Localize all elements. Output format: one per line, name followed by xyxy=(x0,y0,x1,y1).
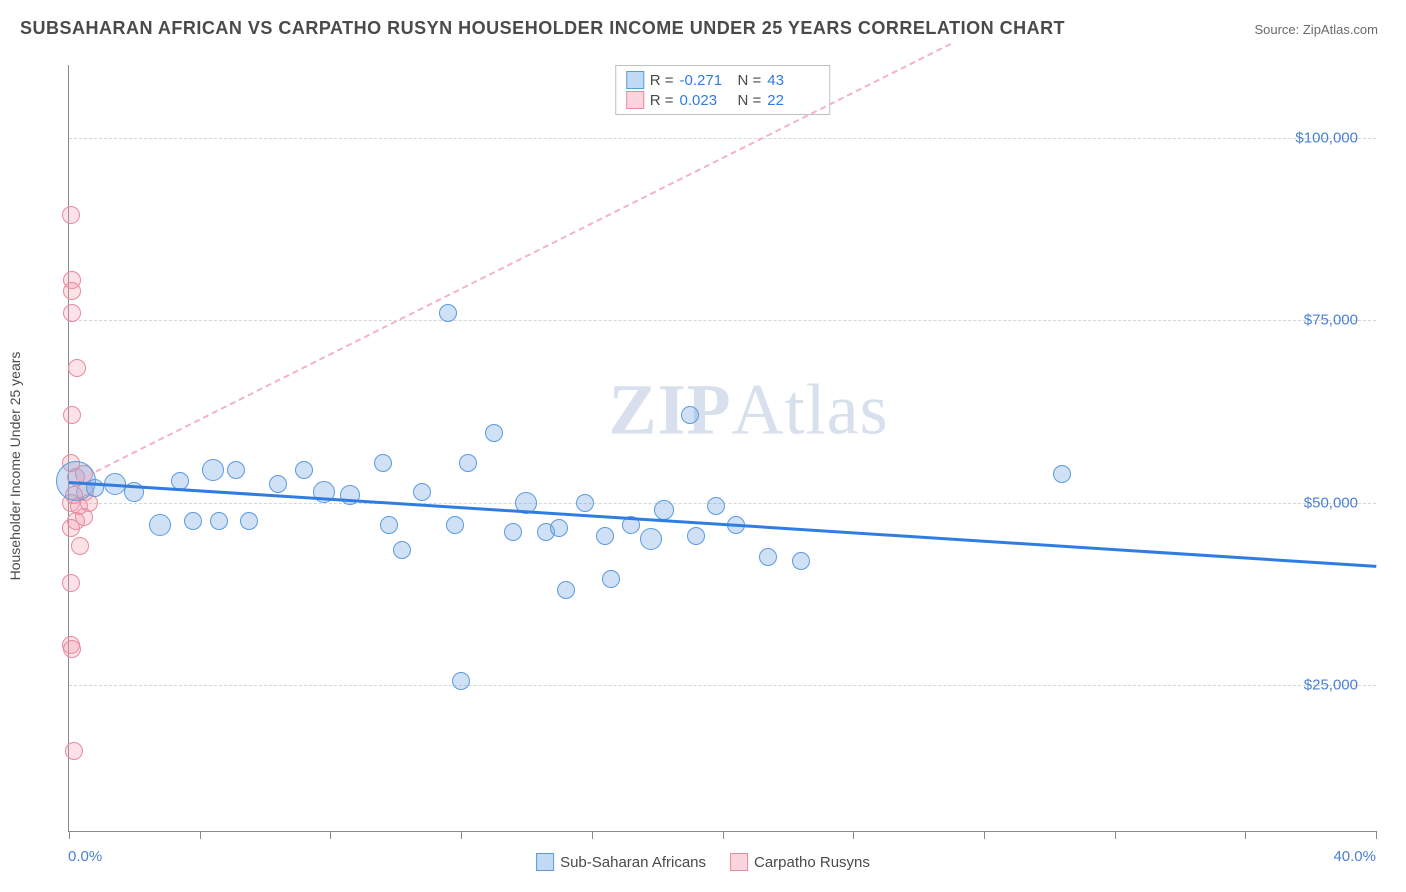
x-tick xyxy=(1376,831,1377,839)
y-tick-label: $50,000 xyxy=(1304,494,1358,511)
n-value-pink: 22 xyxy=(767,92,819,109)
data-point-blue xyxy=(446,516,464,534)
data-point-pink xyxy=(63,640,81,658)
y-tick-label: $75,000 xyxy=(1304,312,1358,329)
chart-title: SUBSAHARAN AFRICAN VS CARPATHO RUSYN HOU… xyxy=(20,18,1065,39)
watermark: ZIPAtlas xyxy=(609,368,889,451)
data-point-blue xyxy=(184,512,202,530)
r-label: R = xyxy=(650,92,674,109)
x-tick xyxy=(69,831,70,839)
data-point-blue xyxy=(227,461,245,479)
r-label: R = xyxy=(650,72,674,89)
legend-label-blue: Sub-Saharan Africans xyxy=(560,854,706,871)
data-point-blue xyxy=(1053,465,1071,483)
data-point-pink xyxy=(71,537,89,555)
gridline xyxy=(69,138,1376,139)
source-prefix: Source: xyxy=(1254,22,1302,37)
data-point-blue xyxy=(295,461,313,479)
data-point-blue xyxy=(240,512,258,530)
x-tick xyxy=(330,831,331,839)
data-point-pink xyxy=(63,406,81,424)
data-point-blue xyxy=(374,454,392,472)
swatch-pink-icon xyxy=(730,853,748,871)
data-point-blue xyxy=(596,527,614,545)
trend-line-pink xyxy=(69,43,952,486)
x-tick xyxy=(853,831,854,839)
x-axis-min-label: 0.0% xyxy=(68,848,102,865)
chart-container: Householder Income Under 25 years ZIPAtl… xyxy=(20,55,1386,877)
x-tick xyxy=(592,831,593,839)
x-tick xyxy=(200,831,201,839)
data-point-blue xyxy=(602,570,620,588)
data-point-blue xyxy=(380,516,398,534)
data-point-pink xyxy=(68,359,86,377)
x-tick xyxy=(1245,831,1246,839)
gridline xyxy=(69,320,1376,321)
source-value: ZipAtlas.com xyxy=(1303,22,1378,37)
plot-area: ZIPAtlas R = -0.271 N = 43 R = 0.023 N =… xyxy=(68,65,1376,832)
data-point-pink xyxy=(63,282,81,300)
y-axis-label: Householder Income Under 25 years xyxy=(7,352,23,581)
data-point-blue xyxy=(210,512,228,530)
x-axis-max-label: 40.0% xyxy=(1333,848,1376,865)
x-tick xyxy=(723,831,724,839)
r-value-pink: 0.023 xyxy=(680,92,732,109)
gridline xyxy=(69,685,1376,686)
y-tick-label: $25,000 xyxy=(1304,677,1358,694)
data-point-blue xyxy=(681,406,699,424)
data-point-blue xyxy=(393,541,411,559)
data-point-blue xyxy=(452,672,470,690)
swatch-blue-icon xyxy=(536,853,554,871)
data-point-blue xyxy=(202,459,224,481)
data-point-pink xyxy=(62,206,80,224)
data-point-blue xyxy=(576,494,594,512)
swatch-pink-icon xyxy=(626,91,644,109)
data-point-blue xyxy=(149,514,171,536)
x-tick xyxy=(984,831,985,839)
watermark-atlas: Atlas xyxy=(732,369,889,449)
data-point-blue xyxy=(759,548,777,566)
legend-item-pink: Carpatho Rusyns xyxy=(730,853,870,871)
r-value-blue: -0.271 xyxy=(680,72,732,89)
x-tick xyxy=(1115,831,1116,839)
data-point-blue xyxy=(269,475,287,493)
data-point-blue xyxy=(459,454,477,472)
legend-item-blue: Sub-Saharan Africans xyxy=(536,853,706,871)
n-label: N = xyxy=(738,92,762,109)
data-point-pink xyxy=(65,742,83,760)
swatch-blue-icon xyxy=(626,71,644,89)
data-point-blue xyxy=(485,424,503,442)
data-point-blue xyxy=(654,500,674,520)
data-point-blue xyxy=(792,552,810,570)
n-value-blue: 43 xyxy=(767,72,819,89)
y-tick-label: $100,000 xyxy=(1295,129,1358,146)
data-point-pink xyxy=(63,304,81,322)
legend-label-pink: Carpatho Rusyns xyxy=(754,854,870,871)
n-label: N = xyxy=(738,72,762,89)
data-point-blue xyxy=(557,581,575,599)
data-point-blue xyxy=(550,519,568,537)
data-point-blue xyxy=(504,523,522,541)
watermark-zip: ZIP xyxy=(609,369,732,449)
x-tick xyxy=(461,831,462,839)
data-point-blue xyxy=(413,483,431,501)
data-point-pink xyxy=(62,574,80,592)
series-legend: Sub-Saharan Africans Carpatho Rusyns xyxy=(536,853,870,871)
data-point-blue xyxy=(640,528,662,550)
trend-line-blue xyxy=(69,481,1376,568)
data-point-blue xyxy=(707,497,725,515)
correlation-legend: R = -0.271 N = 43 R = 0.023 N = 22 xyxy=(615,65,831,115)
source-attribution: Source: ZipAtlas.com xyxy=(1254,22,1378,37)
data-point-blue xyxy=(439,304,457,322)
data-point-pink xyxy=(62,519,80,537)
correlation-row-pink: R = 0.023 N = 22 xyxy=(626,90,820,110)
data-point-blue xyxy=(687,527,705,545)
correlation-row-blue: R = -0.271 N = 43 xyxy=(626,70,820,90)
